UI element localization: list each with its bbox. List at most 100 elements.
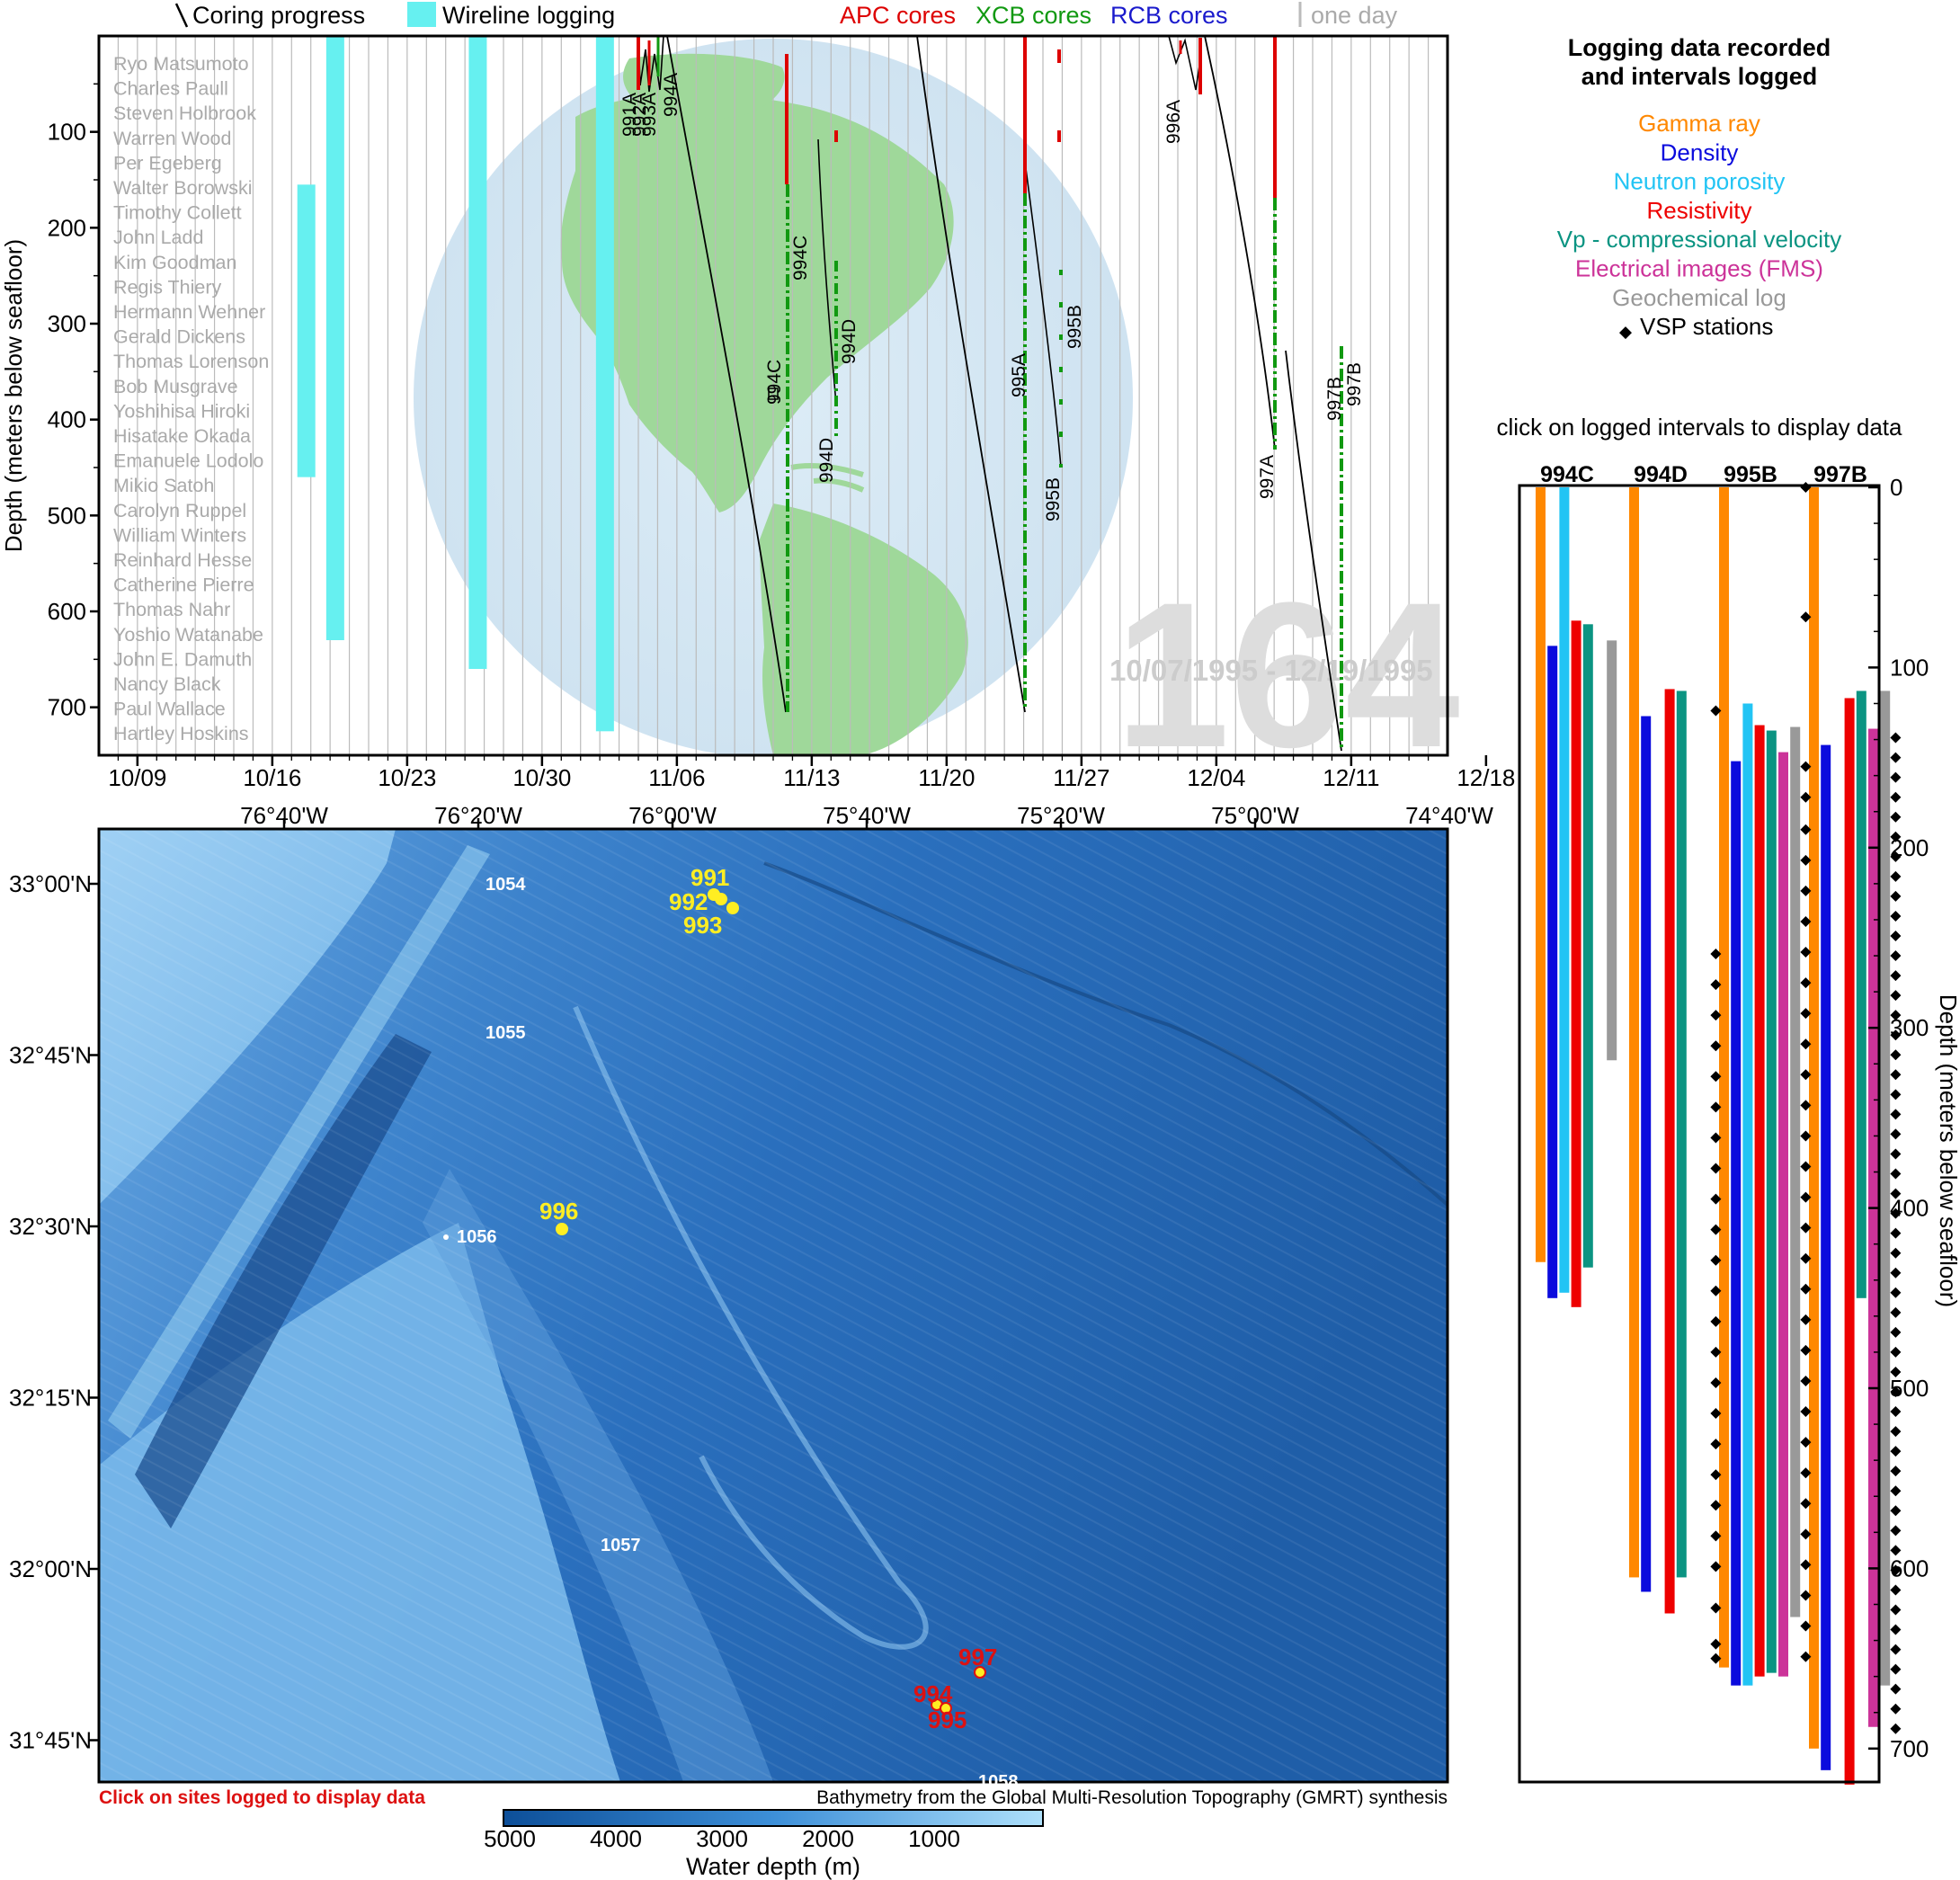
timeline-y-tick: 600	[48, 598, 86, 625]
log-interval-994c-vp[interactable]	[1582, 624, 1593, 1268]
map-source-note: Bathymetry from the Global Multi-Resolut…	[816, 1787, 1448, 1808]
site-991[interactable]: 991	[690, 864, 729, 901]
logging-y-tick: 200	[1890, 834, 1929, 861]
timeline-y-tick: 500	[48, 502, 86, 529]
colorbar-tick: 1000	[908, 1825, 960, 1852]
scientist-name: Timothy Collett	[113, 202, 242, 224]
vsp-station-997b	[1890, 791, 1902, 803]
wireline-logging-bars[interactable]	[297, 36, 614, 732]
vsp-station-997b	[1890, 1109, 1902, 1120]
hole-label-997b: 997B	[1324, 377, 1345, 421]
vsp-station-997b	[1890, 1029, 1902, 1041]
vsp-station-994d	[1710, 1469, 1722, 1481]
log-interval-995b-density[interactable]	[1731, 761, 1742, 1686]
vsp-station-994d	[1710, 1602, 1722, 1614]
log-interval-997b-fms[interactable]	[1868, 728, 1878, 1727]
wireline-run-995b[interactable]	[468, 36, 487, 669]
vsp-station-994d	[1710, 1010, 1722, 1021]
vsp-station-997b	[1890, 1505, 1902, 1517]
log-interval-994c-neutron[interactable]	[1559, 487, 1570, 1293]
log-interval-994d-gamma[interactable]	[1629, 487, 1639, 1578]
map-lat-tick: 32°15'N	[9, 1385, 92, 1412]
vsp-station-997b	[1890, 1584, 1902, 1596]
log-interval-997b-resistivity[interactable]	[1844, 698, 1855, 1785]
log-interval-997b-gamma[interactable]	[1809, 487, 1819, 1749]
scientist-name: Regis Thiery	[113, 276, 222, 298]
vsp-station-997b	[1890, 1446, 1902, 1457]
map-lat-tick: 31°45'N	[9, 1727, 92, 1754]
logging-y-tick: 400	[1890, 1195, 1929, 1222]
logging-y-axis-label: Depth (meters below seafloor)	[1935, 994, 1960, 1307]
scientist-name: Yoshio Watanabe	[113, 624, 263, 646]
wireline-run-994d[interactable]	[325, 36, 344, 640]
log-interval-994c-gamma[interactable]	[1536, 487, 1546, 1262]
logging-y-tick: 100	[1890, 654, 1929, 681]
vsp-station-997b	[1890, 1644, 1902, 1655]
legend-geochem: Geochemical log	[1612, 284, 1786, 311]
log-interval-997b-vp[interactable]	[1856, 691, 1866, 1298]
log-interval-994c-resistivity[interactable]	[1571, 620, 1581, 1307]
wireline-run-997b[interactable]	[595, 36, 614, 732]
log-interval-995b-geochem[interactable]	[1790, 726, 1801, 1617]
timeline-x-tick: 10/09	[108, 764, 166, 791]
site-995[interactable]: 995	[928, 1702, 967, 1733]
timeline-y-tick: 300	[48, 310, 86, 337]
map-lon-tick: 76°00'W	[628, 802, 717, 829]
log-interval-994d-resistivity[interactable]	[1664, 689, 1675, 1614]
coring-line-994a	[666, 36, 787, 713]
vsp-station-997b	[1890, 1247, 1902, 1259]
vsp-station-994d	[1710, 1254, 1722, 1266]
log-interval-997b-density[interactable]	[1821, 744, 1831, 1770]
vsp-station-994d	[1710, 1132, 1722, 1144]
log-interval-997b-geochem[interactable]	[1880, 691, 1891, 1686]
vsp-station-994d	[1710, 949, 1722, 960]
site-992[interactable]: 992	[669, 888, 727, 915]
vsp-station-997b	[1890, 811, 1902, 823]
bathymetry-map-panel: 76°40'W 76°20'W 76°00'W 75°40'W 75°20'W 75°00…	[9, 802, 1493, 1880]
logged-interval-bars[interactable]	[1536, 487, 1891, 1785]
vsp-station-997b	[1890, 1069, 1902, 1081]
map-lon-tick: 75°20'W	[1017, 802, 1105, 829]
timeline-x-tick: 12/04	[1187, 764, 1245, 791]
log-interval-995b-resistivity[interactable]	[1754, 725, 1765, 1677]
vsp-station-997b	[1890, 1326, 1902, 1338]
log-interval-995b-neutron[interactable]	[1742, 703, 1753, 1686]
vsp-station-997b	[1890, 1089, 1902, 1100]
vsp-station-997b	[1890, 1049, 1902, 1061]
logging-y-tick: 600	[1890, 1555, 1929, 1582]
map-lat-tick: 32°00'N	[9, 1555, 92, 1582]
scientist-name: Kim Goodman	[113, 252, 236, 273]
vsp-station-997b	[1890, 910, 1902, 922]
hole-label-995b: 995B	[1065, 305, 1085, 349]
timeline-y-axis-label: Depth (meters below seafloor)	[0, 239, 27, 552]
vsp-station-995b	[1800, 1191, 1812, 1203]
vsp-station-994d	[1710, 1530, 1722, 1542]
site-993[interactable]: 993	[683, 902, 739, 939]
vsp-station-997b	[1890, 851, 1902, 862]
scientist-name: Bob Musgrave	[113, 376, 238, 397]
legend-neutron: Neutron porosity	[1614, 168, 1786, 195]
log-interval-994c-geochem[interactable]	[1607, 640, 1617, 1061]
scientist-name: Thomas Nahr	[113, 599, 230, 620]
logging-y-axis: 0 100 200 300 400 500 600 700	[1868, 474, 1929, 1762]
wireline-run-994c[interactable]	[297, 184, 316, 477]
scientist-name: Walter Borowski	[113, 177, 253, 199]
log-interval-995b-gamma[interactable]	[1719, 487, 1729, 1668]
vsp-station-995b	[1800, 1038, 1812, 1050]
vsp-station-994d	[1710, 705, 1722, 717]
vsp-station-997b	[1890, 1545, 1902, 1556]
log-interval-994d-vp[interactable]	[1676, 691, 1687, 1578]
site-996[interactable]: 996	[539, 1198, 578, 1235]
vsp-station-997b	[1890, 1010, 1902, 1021]
hole-label-991a: 991A	[619, 93, 640, 137]
scientist-name: Per Egeberg	[113, 152, 222, 174]
colorbar-tick: 2000	[802, 1825, 854, 1852]
log-interval-995b-vp[interactable]	[1766, 730, 1777, 1673]
log-interval-994d-density[interactable]	[1641, 716, 1652, 1592]
log-interval-995b-fms[interactable]	[1778, 752, 1788, 1677]
site-997[interactable]: 997	[958, 1644, 997, 1679]
vsp-station-994d	[1710, 1439, 1722, 1450]
log-interval-994c-density[interactable]	[1547, 646, 1558, 1298]
